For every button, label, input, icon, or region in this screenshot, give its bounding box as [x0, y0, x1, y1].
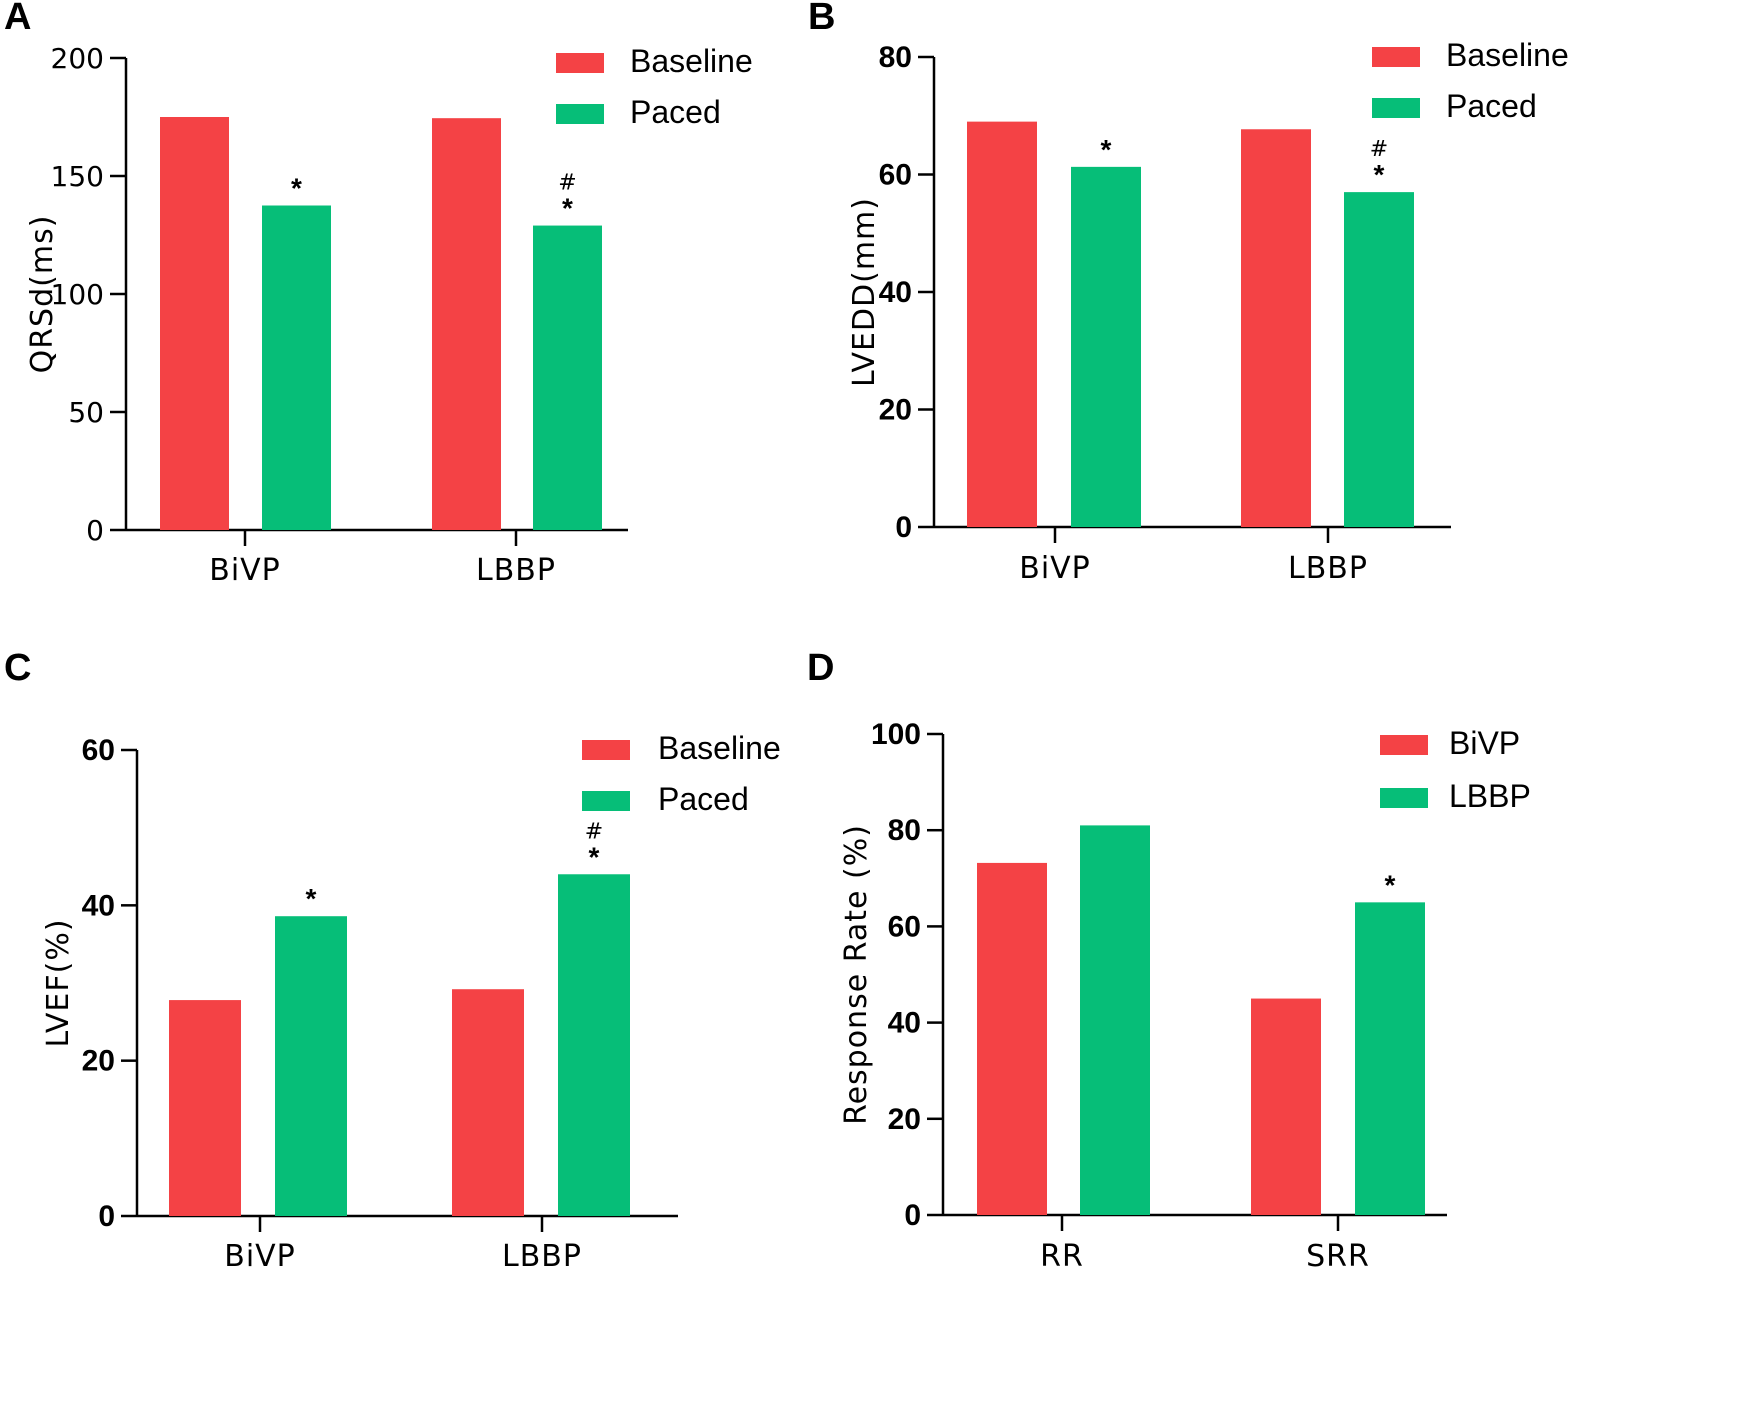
significance-marker: *	[1101, 134, 1112, 165]
bar-lbbp-srr	[1355, 902, 1425, 1215]
y-axis-label: LVEF(%)	[41, 918, 76, 1047]
x-category-label: SRR	[1306, 1239, 1370, 1274]
y-tick-label: 60	[888, 910, 921, 943]
bar-bivp-rr	[977, 862, 1047, 1215]
chart-panel-a: A 0 50 100 150 200 QRSd(ms) * BiVP * # LBBP Baselin…	[0, 0, 877, 713]
bar-baseline-lbbp	[432, 118, 501, 531]
legend-swatch-lbbp	[1380, 788, 1428, 808]
y-tick-label: 0	[86, 514, 104, 547]
significance-marker: *	[291, 173, 302, 204]
x-category-label: LBBP	[1288, 551, 1368, 586]
panel-label-b: B	[808, 0, 836, 38]
chart-panel-d: D 0 20 40 60 80 100 Response Rate (%) RR * SRR BiV…	[807, 647, 1755, 1426]
x-category-label: RR	[1040, 1239, 1084, 1274]
significance-marker: *	[1374, 159, 1385, 190]
bar-paced-lbbp	[558, 874, 630, 1216]
y-tick-label: 0	[904, 1199, 921, 1232]
bar-lbbp-rr	[1080, 825, 1150, 1215]
y-tick-label: 20	[879, 394, 912, 427]
y-tick-label: 200	[51, 42, 104, 75]
bar-paced-lbbp	[1344, 192, 1414, 527]
panel-label-d: D	[807, 647, 835, 689]
legend-swatch-baseline	[1372, 47, 1420, 67]
bar-bivp-srr	[1251, 998, 1321, 1215]
legend-swatch-paced	[582, 791, 630, 811]
legend-label-baseline: Baseline	[630, 43, 753, 79]
hash-marker: #	[1370, 137, 1388, 162]
legend-label-paced: Paced	[1446, 88, 1537, 124]
x-category-label: BiVP	[209, 553, 281, 588]
y-tick-label: 100	[871, 718, 921, 751]
x-category-label: LBBP	[502, 1239, 582, 1274]
y-tick-label: 80	[879, 41, 912, 74]
legend-label-bivp: BiVP	[1449, 725, 1520, 761]
bar-baseline-bivp	[169, 1000, 241, 1216]
chart-panel-c: C 0 20 40 60 LVEF(%) * BiVP * # LBBP Baseline Paced	[0, 647, 877, 1426]
legend-swatch-baseline	[556, 53, 604, 73]
y-tick-label: 40	[82, 889, 115, 922]
bar-paced-bivp	[1071, 166, 1141, 528]
y-tick-label: 40	[888, 1007, 921, 1040]
chart-d-svg: 0 20 40 60 80 100 Response Rate (%) RR * SRR BiVP L…	[839, 718, 1531, 1274]
x-category-label: BiVP	[1019, 551, 1091, 586]
y-axis-label: QRSd(ms)	[25, 215, 60, 374]
y-tick-label: 100	[51, 278, 104, 311]
chart-b-svg: 020406080LVEDD(mm)*BiVP*#LBBPBaselinePac…	[847, 37, 1569, 586]
bar-paced-bivp	[275, 916, 347, 1216]
bar-baseline-bivp	[160, 117, 229, 530]
panel-label-a: A	[4, 0, 32, 38]
y-axis-label: Response Rate (%)	[839, 824, 874, 1125]
legend-swatch-paced	[556, 104, 604, 124]
legend-swatch-bivp	[1380, 735, 1428, 755]
x-category-label: LBBP	[476, 553, 556, 588]
y-tick-label: 20	[888, 1103, 921, 1136]
significance-marker: *	[589, 841, 600, 872]
significance-marker: *	[1385, 869, 1396, 900]
bar-baseline-lbbp	[1241, 129, 1311, 527]
bar-baseline-bivp	[967, 121, 1037, 527]
legend-swatch-paced	[1372, 98, 1420, 118]
y-axis-label: LVEDD(mm)	[847, 197, 882, 387]
y-tick-label: 0	[895, 511, 912, 544]
y-tick-label: 50	[68, 396, 104, 429]
significance-marker: *	[306, 883, 317, 914]
y-tick-label: 150	[51, 160, 104, 193]
y-tick-label: 60	[879, 159, 912, 192]
x-category-label: BiVP	[224, 1239, 296, 1274]
y-tick-label: 80	[888, 814, 921, 847]
significance-marker: *	[562, 193, 573, 224]
hash-marker: #	[585, 819, 603, 844]
bar-paced-lbbp	[533, 225, 602, 530]
legend-label-paced: Paced	[630, 94, 721, 130]
bar-baseline-lbbp	[452, 989, 524, 1216]
y-tick-label: 60	[82, 734, 115, 767]
legend-label-paced: Paced	[658, 781, 749, 817]
legend-label-baseline: Baseline	[1446, 37, 1569, 73]
legend-label-baseline: Baseline	[658, 730, 781, 766]
bar-paced-bivp	[262, 205, 331, 530]
panel-label-c: C	[4, 647, 32, 689]
legend-label-lbbp: LBBP	[1449, 778, 1531, 814]
chart-panel-b: B 0 20 40 60 80 LVEDD(mm) * BiVP * # LBBP Baseline P…	[808, 0, 1755, 713]
chart-a-svg: 050100150200QRSd(ms)*BiVP*#LBBPBaselineP…	[25, 42, 753, 588]
y-tick-label: 40	[879, 276, 912, 309]
y-tick-label: 0	[98, 1200, 115, 1233]
hash-marker: #	[558, 171, 576, 196]
legend-swatch-baseline	[582, 740, 630, 760]
y-tick-label: 20	[82, 1045, 115, 1078]
